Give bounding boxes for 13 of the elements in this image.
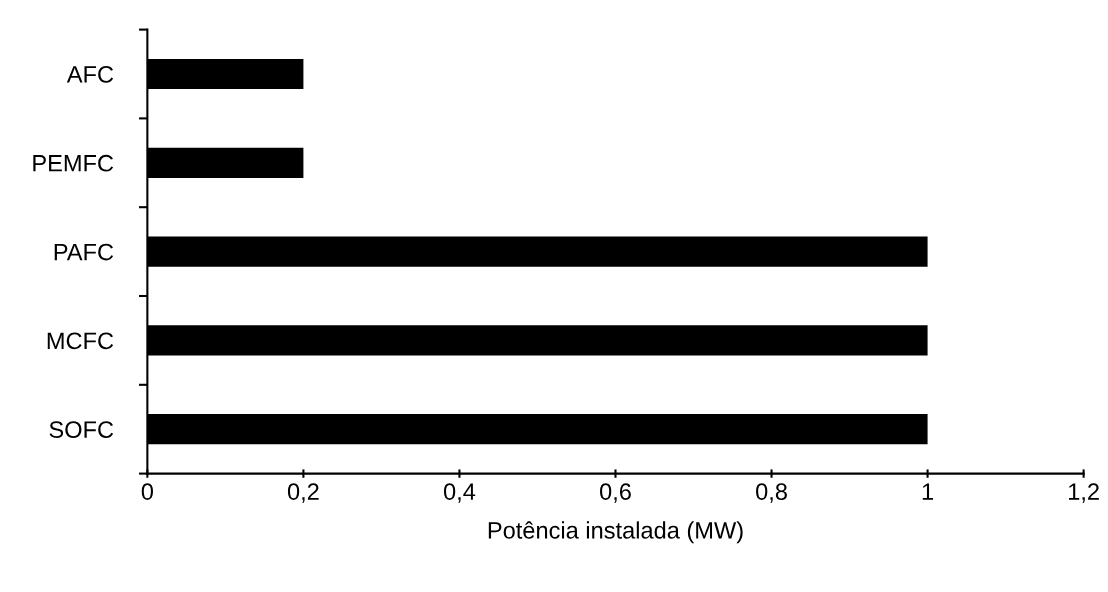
x-tick-label: 0,6 [600, 483, 631, 503]
y-tick-label: PAFC [54, 243, 114, 261]
y-tick-label: AFC [66, 66, 114, 83]
y-tick-label: PEMFC [33, 154, 114, 172]
y-tick-label: SOFC [49, 421, 114, 438]
x-tick-label: 1 [922, 483, 933, 500]
x-tick-label: 0,4 [443, 483, 476, 503]
x-axis-title: Potência instalada (MW) [488, 521, 743, 544]
x-tick-label: 0,2 [287, 483, 319, 503]
x-tick-label: 0,8 [756, 483, 787, 503]
x-tick-label: 0 [141, 483, 154, 500]
x-tick-label: 1,2 [1069, 483, 1099, 503]
y-tick-label: MCFC [47, 332, 114, 350]
